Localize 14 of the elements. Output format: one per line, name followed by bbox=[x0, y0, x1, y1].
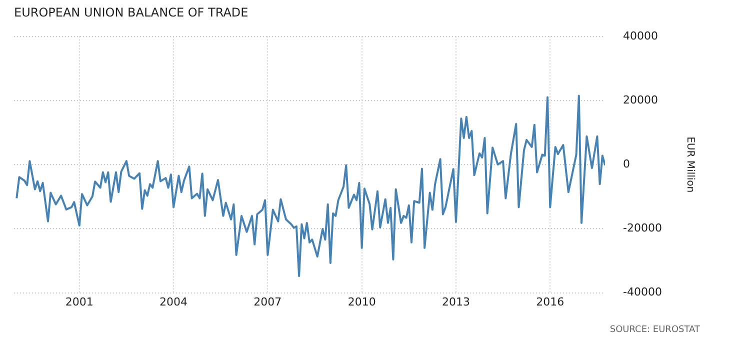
x-tick-label: 2001 bbox=[65, 295, 94, 308]
y-tick-label: 0 bbox=[623, 157, 630, 170]
y-tick-label: -20000 bbox=[623, 222, 662, 235]
x-tick-label: 2010 bbox=[348, 295, 376, 308]
y-tick-label: 40000 bbox=[623, 29, 658, 42]
y-tick-label: 20000 bbox=[623, 93, 658, 106]
x-tick-label: 2004 bbox=[160, 295, 188, 308]
x-tick-label: 2016 bbox=[536, 295, 564, 308]
y-axis-title: EUR Million bbox=[684, 136, 696, 193]
x-tick-label: 2013 bbox=[442, 295, 470, 308]
y-tick-label: -40000 bbox=[623, 286, 662, 299]
x-tick-label: 2007 bbox=[254, 295, 282, 308]
source-note: SOURCE: EUROSTAT bbox=[610, 324, 700, 335]
chart-title: EUROPEAN UNION BALANCE OF TRADE bbox=[14, 5, 248, 20]
